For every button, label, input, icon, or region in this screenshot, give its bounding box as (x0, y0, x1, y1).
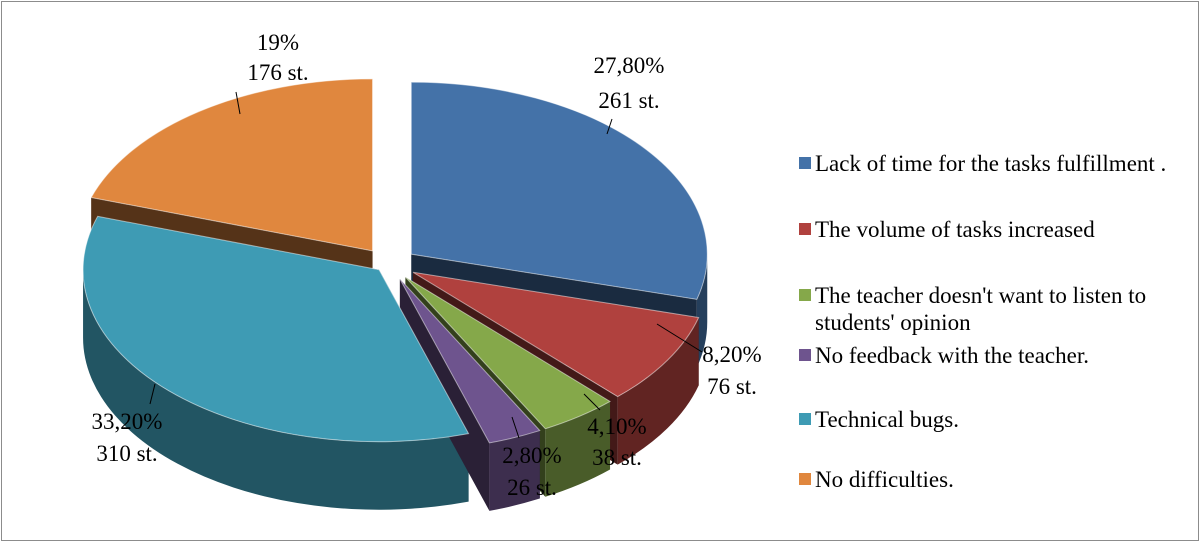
leader-line-lack-of-time (606, 118, 613, 135)
legend-item-technical-bugs: Technical bugs. (799, 406, 1185, 433)
legend-label-lack-of-time: Lack of time for the tasks fulfillment . (815, 151, 1167, 176)
slice-side-technical-bugs (83, 269, 469, 510)
pie-chart: 27,80% 261 st. 8,20% 76 st. 4,10% 38 st. 2,80%… (82, 30, 762, 511)
leader-line-volume-increased (656, 323, 703, 353)
legend-swatch-no-feedback (799, 349, 811, 361)
data-label-count-lack-of-time: 261 st. (598, 88, 659, 113)
leader-lines (149, 91, 703, 439)
data-label-percent-no-difficulties: 19% (257, 30, 299, 55)
leader-line-no-difficulties (235, 91, 241, 115)
data-label-count-teacher-not-listen: 38 st. (592, 445, 642, 470)
slice-side-lack-of-time (696, 254, 708, 368)
legend-label-technical-bugs: Technical bugs. (815, 407, 960, 432)
slice-side-volume-increased (617, 317, 699, 465)
slice-lack-of-time (410, 81, 708, 300)
legend-label-no-feedback: No feedback with the teacher. (815, 343, 1089, 368)
legend-swatch-technical-bugs (799, 413, 811, 425)
data-label-percent-teacher-not-listen: 4,10% (587, 414, 646, 439)
legend-item-lack-of-time: Lack of time for the tasks fulfillment . (799, 150, 1185, 177)
leader-line-teacher-not-listen (583, 393, 601, 411)
leader-line-no-feedback (511, 416, 520, 439)
data-label-count-no-difficulties: 176 st. (247, 60, 308, 85)
data-label-percent-technical-bugs: 33,20% (92, 409, 163, 434)
slice-no-feedback (399, 278, 541, 444)
slice-side-no-feedback (489, 430, 540, 511)
legend-swatch-lack-of-time (799, 157, 811, 169)
legend-label-no-difficulties: No difficulties. (815, 467, 954, 492)
data-labels: 27,80% 261 st. 8,20% 76 st. 4,10% 38 st. 2,80%… (92, 30, 762, 500)
legend-item-volume-increased: The volume of tasks increased (799, 216, 1185, 243)
legend-label-teacher-not-listen: The teacher doesn't want to listen to st… (815, 283, 1147, 335)
pie-top-layer (82, 78, 708, 444)
slice-volume-increased (412, 271, 700, 398)
data-label-count-technical-bugs: 310 st. (96, 441, 157, 466)
slice-no-difficulties (90, 78, 374, 252)
slice-technical-bugs (82, 215, 470, 443)
legend-label-volume-increased: The volume of tasks increased (815, 217, 1095, 242)
data-label-percent-volume-increased: 8,20% (702, 342, 761, 367)
slice-side-teacher-not-listen (545, 401, 611, 497)
slice-teacher-not-listen (405, 276, 612, 430)
leader-line-technical-bugs (149, 383, 156, 405)
data-label-percent-no-feedback: 2,80% (502, 443, 561, 468)
data-label-count-volume-increased: 76 st. (707, 374, 757, 399)
legend-swatch-no-difficulties (799, 473, 811, 485)
legend-item-no-difficulties: No difficulties. (799, 466, 1185, 493)
data-label-count-no-feedback: 26 st. (507, 475, 557, 500)
legend-item-no-feedback: No feedback with the teacher. (799, 342, 1185, 369)
data-label-percent-lack-of-time: 27,80% (594, 53, 665, 78)
legend-item-teacher-not-listen: The teacher doesn't want to listen to st… (799, 282, 1185, 336)
legend-swatch-teacher-not-listen (799, 289, 811, 301)
legend-swatch-volume-increased (799, 223, 811, 235)
